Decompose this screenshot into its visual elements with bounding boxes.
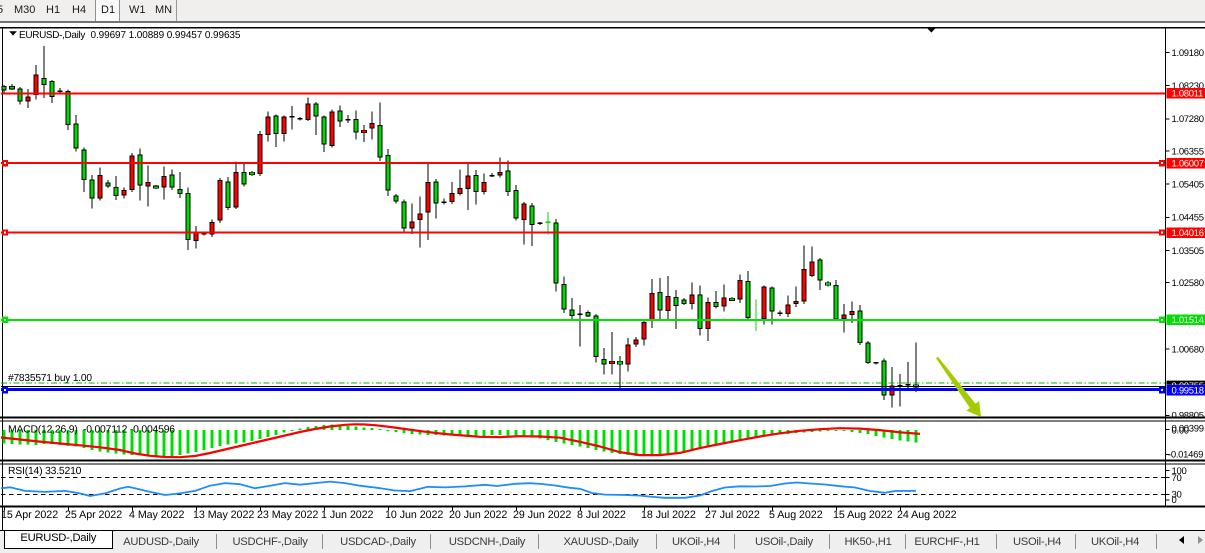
svg-text:4 May 2022: 4 May 2022 [129,509,184,521]
svg-text:1.06355: 1.06355 [1172,147,1204,158]
svg-text:1.02580: 1.02580 [1172,278,1204,289]
svg-text:25 Apr 2022: 25 Apr 2022 [65,509,122,521]
svg-text:0.99697 1.00889 0.99457 0.9963: 0.99697 1.00889 0.99457 0.99635 [91,30,241,41]
svg-text:0.00: 0.00 [1172,425,1189,436]
svg-text:15 Apr 2022: 15 Apr 2022 [1,509,58,521]
svg-text:-0.01469: -0.01469 [1168,450,1203,461]
svg-text:0.99518: 0.99518 [1172,386,1204,397]
svg-text:18 Jul 2022: 18 Jul 2022 [641,509,696,521]
svg-text:1.04016: 1.04016 [1172,228,1204,239]
svg-text:13 May 2022: 13 May 2022 [193,509,254,521]
svg-text:70: 70 [1172,473,1182,484]
svg-text:30: 30 [1172,490,1182,501]
svg-text:0: 0 [1172,495,1177,506]
svg-text:0.00399: 0.00399 [1172,424,1204,435]
svg-text:1 Jun 2022: 1 Jun 2022 [321,509,373,521]
svg-text:1.01514: 1.01514 [1172,315,1204,326]
svg-text:MACD(12,26,9) -0.007112 -0.00: MACD(12,26,9) -0.007112 -0.004596 [8,424,175,435]
svg-text:24 Aug 2022: 24 Aug 2022 [897,509,957,521]
svg-text:20 Jun 2022: 20 Jun 2022 [449,509,507,521]
svg-text:8 Jul 2022: 8 Jul 2022 [577,509,626,521]
svg-text:27 Jul 2022: 27 Jul 2022 [705,509,760,521]
svg-text:#7835571 buy 1.00: #7835571 buy 1.00 [8,373,92,384]
svg-text:EURUSD-,Daily: EURUSD-,Daily [19,30,85,41]
svg-text:RSI(14) 33.5210: RSI(14) 33.5210 [8,466,82,477]
svg-text:1.00680: 1.00680 [1172,344,1204,355]
svg-text:1.05405: 1.05405 [1172,180,1204,191]
svg-text:23 May 2022: 23 May 2022 [257,509,318,521]
svg-text:0.99755: 0.99755 [1172,381,1204,392]
svg-text:1.07280: 1.07280 [1172,114,1204,125]
svg-text:1.04455: 1.04455 [1172,213,1204,224]
svg-text:1.09180: 1.09180 [1172,48,1204,59]
svg-text:15 Aug 2022: 15 Aug 2022 [833,509,893,521]
svg-text:1.06007: 1.06007 [1172,159,1204,170]
svg-text:1.08011: 1.08011 [1172,89,1204,100]
svg-text:0.98805: 0.98805 [1172,411,1204,422]
svg-text:100: 100 [1172,466,1187,477]
svg-text:1.08230: 1.08230 [1172,81,1204,92]
svg-text:1.03505: 1.03505 [1172,246,1204,257]
svg-text:29 Jun 2022: 29 Jun 2022 [513,509,571,521]
svg-text:10 Jun 2022: 10 Jun 2022 [385,509,443,521]
svg-text:5 Aug 2022: 5 Aug 2022 [769,509,823,521]
